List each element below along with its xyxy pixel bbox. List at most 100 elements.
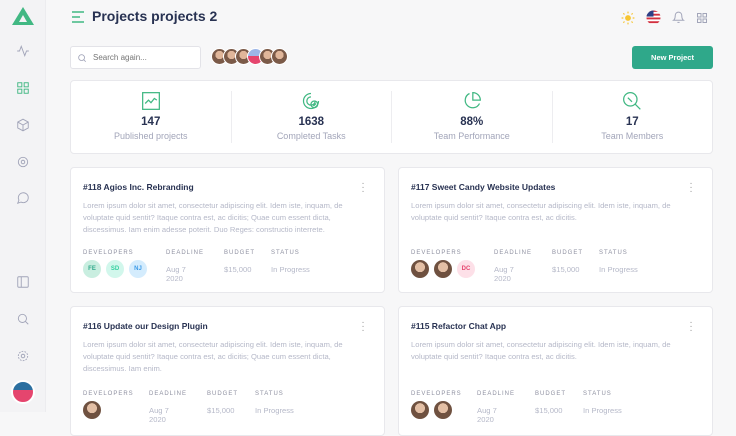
developer-avatar[interactable] [411, 401, 429, 419]
budget-value: $15,000 [552, 265, 580, 274]
budget-col: BUDGET $15,000 [535, 391, 566, 415]
box-icon[interactable] [13, 115, 33, 135]
budget-col: BUDGET $15,000 [207, 391, 238, 415]
stat-tasks: 1638 Completed Tasks [232, 91, 392, 143]
developer-initials[interactable]: NJ [129, 260, 147, 278]
budget-value: $15,000 [224, 265, 252, 274]
status-value: In Progress [271, 265, 310, 274]
developer-avatar[interactable] [411, 260, 429, 278]
user-search-icon [623, 92, 642, 110]
search-icon[interactable] [13, 309, 33, 329]
pie-icon [464, 92, 481, 109]
sidebar-icon[interactable] [13, 272, 33, 292]
project-card[interactable]: #117 Sweet Candy Website Updates · · · Lor… [398, 167, 713, 293]
sun-icon[interactable] [621, 11, 635, 25]
search-icon [78, 53, 87, 62]
deadline-label: DEADLINE [494, 250, 533, 256]
page-title: Projects projects 2 [92, 8, 218, 24]
developers-col: DEVELOPERS [83, 391, 134, 419]
status-label: STATUS [255, 391, 284, 397]
new-project-button[interactable]: New Project [632, 46, 713, 69]
deadline-value: Aug 7 2020 [166, 265, 186, 283]
stat-published: 147 Published projects [71, 91, 232, 143]
stat-members: 17 Team Members [553, 91, 713, 143]
developer-initials[interactable]: SD [106, 260, 124, 278]
user-avatar[interactable] [11, 380, 35, 404]
apps-icon[interactable] [696, 12, 708, 24]
status-value: In Progress [599, 265, 638, 274]
search-field[interactable] [70, 46, 201, 69]
status-label: STATUS [599, 250, 628, 256]
menu-icon[interactable] [71, 11, 85, 23]
deadline-col: DEADLINE Aug 7 2020 [477, 391, 515, 424]
project-title[interactable]: #115 Refactor Chat App [411, 321, 507, 331]
deadline-label: DEADLINE [149, 391, 188, 397]
more-options-icon[interactable]: · · · [689, 178, 693, 197]
deadline-label: DEADLINE [477, 391, 516, 397]
stat-value: 147 [141, 116, 161, 128]
project-card[interactable]: #115 Refactor Chat App · · · Lorem ipsum d… [398, 306, 713, 436]
more-options-icon[interactable]: · · · [361, 317, 365, 336]
budget-label: BUDGET [552, 250, 584, 256]
bell-icon[interactable] [672, 11, 685, 24]
developer-avatar[interactable] [83, 401, 101, 419]
target-check-icon [303, 92, 320, 110]
sidebar [0, 0, 46, 412]
status-col: STATUS In Progress [583, 391, 622, 415]
avatar[interactable] [271, 48, 288, 65]
project-description: Lorem ipsum dolor sit amet, consectetur … [83, 201, 343, 234]
project-title[interactable]: #117 Sweet Candy Website Updates [411, 182, 556, 192]
developers-label: DEVELOPERS [83, 250, 134, 256]
grid-icon[interactable] [13, 78, 33, 98]
more-options-icon[interactable]: · · · [689, 317, 693, 336]
stat-value: 17 [625, 116, 639, 128]
developers-col: DEVELOPERS FE SD NJ [83, 250, 147, 278]
stat-label: Completed Tasks [276, 131, 346, 141]
status-label: STATUS [271, 250, 300, 256]
status-col: STATUS In Progress [271, 250, 310, 274]
deadline-col: DEADLINE Aug 7 2020 [166, 250, 204, 283]
activity-icon[interactable] [13, 41, 33, 61]
budget-col: BUDGET $15,000 [552, 250, 583, 274]
developer-initials[interactable]: DC [457, 260, 475, 278]
stat-value: 1638 [298, 116, 325, 128]
more-options-icon[interactable]: · · · [361, 178, 365, 197]
developer-avatar[interactable] [434, 260, 452, 278]
cpu-icon[interactable] [13, 152, 33, 172]
developers-label: DEVELOPERS [411, 391, 462, 397]
status-label: STATUS [583, 391, 612, 397]
team-avatars [211, 48, 288, 65]
status-col: STATUS In Progress [599, 250, 638, 274]
project-card[interactable]: #118 Agios Inc. Rebranding · · · Lorem ips… [70, 167, 385, 293]
stats-panel: 147 Published projects 1638 Completed Ta… [70, 80, 713, 154]
project-title[interactable]: #116 Update our Design Plugin [83, 321, 208, 331]
developers-col: DEVELOPERS DC [411, 250, 475, 278]
message-icon[interactable] [13, 188, 33, 208]
deadline-col: DEADLINE Aug 7 2020 [494, 250, 532, 283]
settings-icon[interactable] [13, 346, 33, 366]
developer-avatar[interactable] [434, 401, 452, 419]
developers-label: DEVELOPERS [411, 250, 462, 256]
budget-col: BUDGET $15,000 [224, 250, 255, 274]
stat-label: Team Performance [433, 131, 510, 141]
status-value: In Progress [255, 406, 294, 415]
budget-label: BUDGET [535, 391, 567, 397]
status-col: STATUS In Progress [255, 391, 294, 415]
logo[interactable] [11, 6, 35, 26]
stat-label: Published projects [113, 131, 188, 141]
developer-initials[interactable]: FE [83, 260, 101, 278]
search-input[interactable] [93, 53, 193, 62]
us-flag-icon[interactable] [646, 10, 661, 25]
project-title[interactable]: #118 Agios Inc. Rebranding [83, 182, 194, 192]
stat-label: Team Members [601, 131, 664, 141]
stat-performance: 88% Team Performance [392, 91, 553, 143]
deadline-value: Aug 7 2020 [494, 265, 514, 283]
project-description: Lorem ipsum dolor sit amet, consectetur … [83, 340, 343, 373]
budget-value: $15,000 [207, 406, 235, 415]
project-description: Lorem ipsum dolor sit amet, consectetur … [411, 201, 671, 222]
chart-icon [141, 92, 160, 110]
budget-label: BUDGET [207, 391, 239, 397]
deadline-col: DEADLINE Aug 7 2020 [149, 391, 187, 424]
project-card[interactable]: #116 Update our Design Plugin · · · Lorem … [70, 306, 385, 436]
deadline-value: Aug 7 2020 [477, 406, 497, 424]
